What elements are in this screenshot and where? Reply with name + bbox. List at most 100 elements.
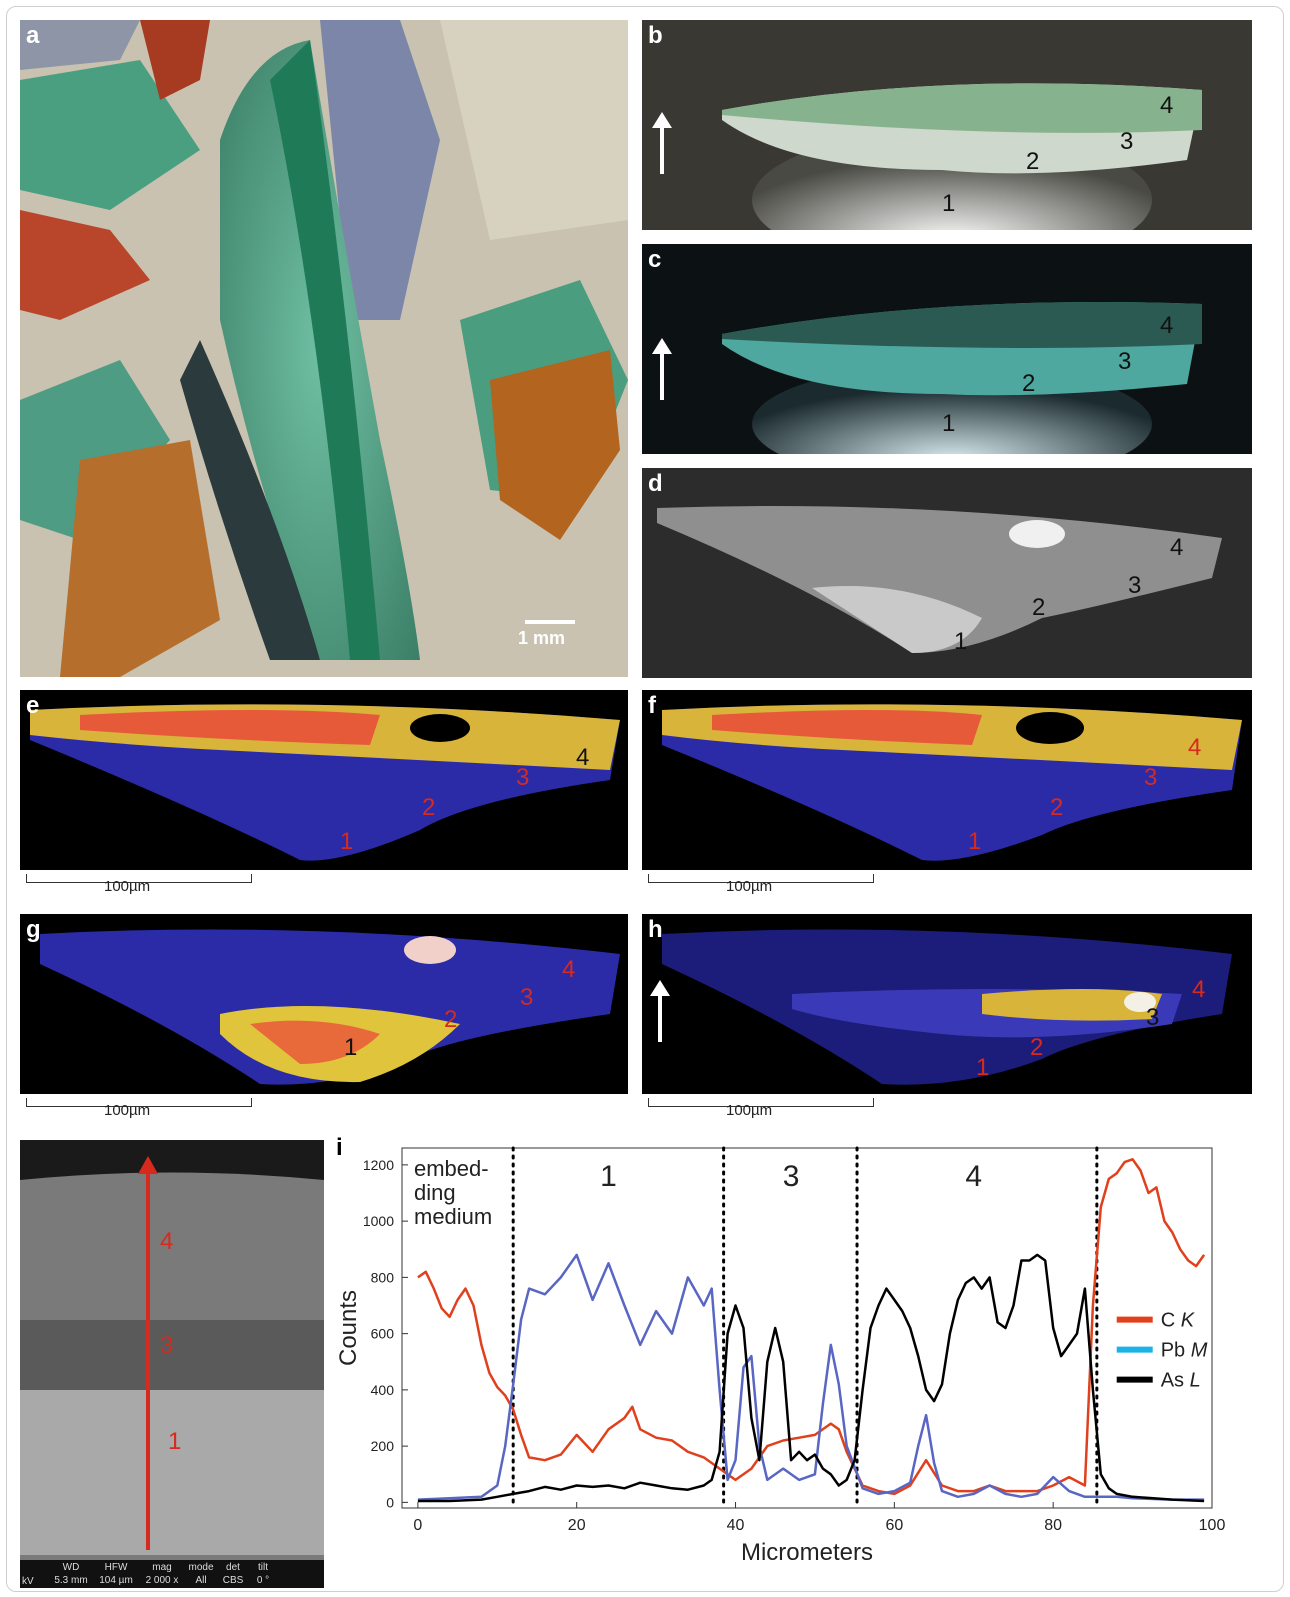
- panel-a-photo: a 1 mm: [20, 20, 628, 677]
- panel-d-layer-1: 1: [954, 628, 968, 655]
- panel-g-layer-4: 4: [562, 956, 576, 983]
- panel-e-layer-1: 1: [340, 828, 354, 855]
- legend-entry: C K: [1161, 1310, 1196, 1332]
- series-line-1: [417, 1253, 1205, 1501]
- panel-c-image: [642, 244, 1252, 454]
- series-line-2: [417, 1253, 1205, 1503]
- x-tick-label: 100: [1199, 1517, 1226, 1534]
- panel-c-photo: c 1 2 3 4: [642, 244, 1252, 454]
- sem-value-mag: 2 000 x: [145, 1575, 179, 1586]
- panel-e-scale-bar: [26, 874, 252, 883]
- region-label: 4: [965, 1160, 982, 1193]
- sem-status-bar: kV WD HFW mag mode det tilt 5.3 mm 104 µ…: [20, 1560, 324, 1588]
- sem-header-hfw: HFW: [104, 1562, 128, 1573]
- panel-a-scale-bar: [525, 620, 575, 624]
- panel-i-chart: i 0 20 40 60 80 100 0 200 400 600 800 1000 1200 Micro…: [330, 1130, 1260, 1590]
- x-tick-label: 80: [1044, 1517, 1062, 1534]
- y-tick-label: 0: [386, 1494, 394, 1510]
- sem-value-hfw: 104 µm: [99, 1575, 133, 1586]
- sem-value-wd: 5.3 mm: [54, 1575, 88, 1586]
- panel-f-layer-2: 2: [1050, 794, 1064, 821]
- panel-f-label: f: [648, 692, 656, 719]
- panel-g-label: g: [26, 916, 41, 943]
- panel-c-layer-1: 1: [942, 410, 956, 437]
- panel-d-layer-3: 3: [1128, 572, 1142, 599]
- panel-d-image: [642, 468, 1252, 678]
- panel-b-layer-2: 2: [1026, 148, 1040, 175]
- y-axis-label: Counts: [335, 1290, 362, 1366]
- panel-d-layer-4: 4: [1170, 534, 1184, 561]
- panel-h-image: [662, 929, 1232, 1085]
- panel-a-image: [20, 20, 628, 677]
- sem-header-wd: WD: [62, 1562, 80, 1573]
- panel-a-label: a: [26, 22, 40, 49]
- panel-b-label: b: [648, 22, 663, 49]
- line-scan-chart: 0 20 40 60 80 100020040060080010001200Microme…: [335, 1146, 1226, 1566]
- panel-h-scale-text: 100µm: [726, 1102, 773, 1119]
- panel-e-scale-text: 100µm: [104, 878, 151, 895]
- panel-b-layer-1: 1: [942, 190, 956, 217]
- panel-f-layer-1: 1: [968, 828, 982, 855]
- panel-g-scale-bar: [26, 1098, 252, 1107]
- sem-layer-4: 4: [160, 1228, 174, 1255]
- y-tick-label: 200: [371, 1438, 395, 1454]
- sem-layer-1: 1: [168, 1428, 182, 1455]
- panel-c-layer-3: 3: [1118, 348, 1132, 375]
- panel-h-scale-bar: [648, 1098, 874, 1107]
- y-tick-label: 1000: [363, 1213, 394, 1229]
- panel-g-layer-2: 2: [444, 1006, 458, 1033]
- x-tick-label: 0: [413, 1517, 422, 1534]
- panel-e-image: [30, 704, 620, 861]
- panel-f-layer-4: 4: [1188, 734, 1202, 761]
- panel-g-layer-3: 3: [520, 984, 534, 1011]
- panel-h-layer-1: 1: [976, 1054, 990, 1081]
- legend-entry: As L: [1161, 1370, 1201, 1392]
- sem-status-kv: kV: [22, 1576, 34, 1587]
- panel-h-label: h: [648, 916, 663, 943]
- panel-f-scale-bar: [648, 874, 874, 883]
- panel-e-layer-2: 2: [422, 794, 436, 821]
- panel-h-layer-3: 3: [1146, 1004, 1160, 1031]
- panel-g-image: [40, 929, 620, 1085]
- panel-d-label: d: [648, 470, 663, 497]
- panel-d-sem: d 1 2 3 4: [642, 468, 1252, 678]
- panel-g-map: g 1 2 3 4: [20, 914, 628, 1094]
- sem-value-det: CBS: [222, 1575, 244, 1586]
- sem-header-tilt: tilt: [258, 1562, 268, 1573]
- sem-value-tilt: 0 °: [256, 1575, 270, 1586]
- panel-g-scale-text: 100µm: [104, 1102, 151, 1119]
- sem-status-values: 5.3 mm 104 µm 2 000 x All CBS 0 °: [50, 1575, 278, 1586]
- plot-area: [401, 1147, 1213, 1509]
- panel-h-layer-2: 2: [1030, 1034, 1044, 1061]
- panel-h-map: h 1 2 3 4: [642, 914, 1252, 1094]
- legend-entry: Pb M: [1161, 1340, 1208, 1362]
- sem-layer-3: 3: [160, 1332, 174, 1359]
- series-line-0: [417, 1158, 1206, 1496]
- panel-b-layer-3: 3: [1120, 128, 1134, 155]
- sem-header-mag: mag: [152, 1562, 172, 1573]
- sem-line-scan-image: 4 3 1 kV WD HFW mag mode det tilt 5.3 mm…: [20, 1140, 324, 1588]
- sem-image: [20, 1140, 324, 1588]
- panel-e-label: e: [26, 692, 40, 719]
- panel-e-layer-4: 4: [576, 744, 590, 771]
- panel-i-label: i: [336, 1134, 343, 1161]
- figure-frame: [6, 6, 1284, 1592]
- y-tick-label: 1200: [363, 1157, 394, 1173]
- panel-f-image: [662, 704, 1242, 861]
- panel-e-layer-3: 3: [516, 764, 530, 791]
- sem-value-mode: All: [195, 1575, 207, 1586]
- panel-c-label: c: [648, 246, 662, 273]
- panel-c-arrow-icon: [652, 338, 672, 400]
- y-tick-label: 400: [371, 1382, 395, 1398]
- panel-f-map: f 1 2 3 4: [642, 690, 1252, 870]
- panel-e-map: e 1 2 3 4: [20, 690, 628, 870]
- x-tick-label: 40: [727, 1517, 745, 1534]
- panel-g-layer-1: 1: [344, 1034, 358, 1061]
- region-label: embed-ding medium: [414, 1156, 492, 1229]
- x-axis-label: Micrometers: [741, 1539, 873, 1566]
- panel-c-layer-4: 4: [1160, 312, 1174, 339]
- panel-h-layer-4: 4: [1192, 976, 1206, 1003]
- sem-header-mode: mode: [188, 1562, 214, 1573]
- x-tick-label: 20: [568, 1517, 586, 1534]
- y-tick-label: 800: [371, 1269, 395, 1285]
